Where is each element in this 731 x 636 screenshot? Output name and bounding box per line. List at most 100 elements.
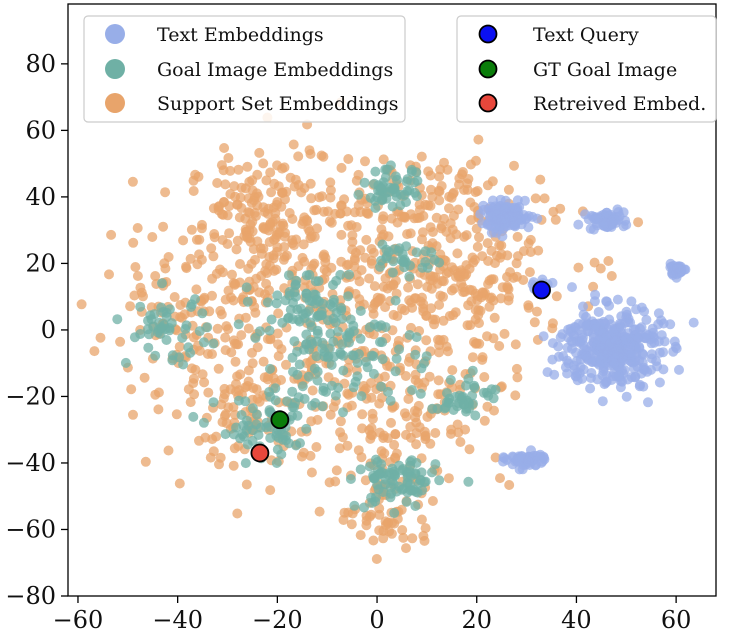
point-support-set-embeddings	[199, 377, 210, 388]
point-goal-image-embeddings	[228, 429, 239, 440]
point-text-embeddings	[509, 202, 520, 213]
point-support-set-embeddings	[366, 429, 377, 440]
point-goal-image-embeddings	[159, 320, 170, 331]
point-goal-image-embeddings	[278, 430, 289, 441]
point-support-set-embeddings	[287, 214, 298, 224]
point-support-set-embeddings	[343, 154, 354, 164]
point-support-set-embeddings	[361, 206, 372, 217]
point-goal-image-embeddings	[301, 423, 312, 434]
point-goal-image-embeddings	[385, 395, 396, 406]
point-support-set-embeddings	[224, 228, 235, 239]
point-support-set-embeddings	[326, 262, 337, 273]
point-support-set-embeddings	[453, 271, 464, 282]
point-goal-image-embeddings	[421, 351, 432, 362]
point-support-set-embeddings	[129, 290, 140, 301]
point-support-set-embeddings	[104, 269, 114, 280]
point-support-set-embeddings	[336, 229, 347, 240]
point-goal-image-embeddings	[174, 352, 185, 363]
point-support-set-embeddings	[306, 467, 317, 478]
point-support-set-embeddings	[416, 151, 427, 162]
point-support-set-embeddings	[470, 187, 481, 198]
point-support-set-embeddings	[465, 320, 476, 331]
point-goal-image-embeddings	[422, 262, 433, 273]
point-goal-image-embeddings	[417, 485, 428, 496]
point-goal-image-embeddings	[411, 191, 422, 202]
point-text-embeddings	[633, 332, 644, 343]
point-support-set-embeddings	[433, 375, 444, 386]
point-goal-image-embeddings	[333, 382, 344, 393]
point-goal-image-embeddings	[352, 371, 363, 382]
point-support-set-embeddings	[396, 211, 407, 222]
point-goal-image-embeddings	[415, 388, 426, 399]
y-tick-label: −60	[5, 515, 56, 543]
point-support-set-embeddings	[270, 213, 281, 224]
point-support-set-embeddings	[209, 229, 220, 239]
point-support-set-embeddings	[230, 356, 241, 367]
legend-marker-support-set-embeddings	[105, 93, 125, 113]
point-goal-image-embeddings	[272, 290, 283, 301]
point-support-set-embeddings	[213, 363, 224, 374]
point-text-embeddings	[680, 264, 691, 275]
point-goal-image-embeddings	[208, 397, 219, 408]
point-support-set-embeddings	[373, 295, 384, 306]
point-goal-image-embeddings	[271, 458, 282, 468]
point-support-set-embeddings	[396, 504, 407, 515]
y-axis: −80 −60 −40 −20 0 20 40 60 80	[5, 50, 68, 610]
point-goal-image-embeddings	[317, 337, 328, 348]
point-support-set-embeddings	[411, 428, 422, 439]
point-support-set-embeddings	[197, 369, 208, 380]
legend-marker-text-embeddings	[105, 24, 125, 44]
legend-label-goal-image-embeddings: Goal Image Embeddings	[157, 59, 393, 81]
point-support-set-embeddings	[106, 229, 117, 240]
point-support-set-embeddings	[132, 271, 143, 281]
point-support-set-embeddings	[525, 247, 536, 257]
point-support-set-embeddings	[264, 285, 274, 296]
point-support-set-embeddings	[494, 240, 505, 251]
point-goal-image-embeddings	[240, 458, 251, 469]
point-support-set-embeddings	[350, 288, 361, 299]
point-support-set-embeddings	[233, 441, 244, 451]
point-support-set-embeddings	[130, 262, 141, 272]
point-support-set-embeddings	[211, 431, 222, 442]
point-support-set-embeddings	[423, 166, 434, 177]
point-goal-image-embeddings	[394, 344, 404, 355]
point-goal-image-embeddings	[411, 458, 422, 468]
point-support-set-embeddings	[247, 175, 258, 186]
point-support-set-embeddings	[511, 363, 522, 374]
point-support-set-embeddings	[412, 213, 423, 224]
point-support-set-embeddings	[185, 253, 196, 264]
point-support-set-embeddings	[397, 525, 408, 535]
point-text-embeddings	[588, 224, 599, 235]
point-support-set-embeddings	[191, 234, 202, 245]
point-goal-image-embeddings	[301, 339, 312, 350]
point-support-set-embeddings	[272, 328, 283, 339]
point-support-set-embeddings	[416, 514, 427, 525]
point-text-embeddings	[577, 373, 587, 384]
point-goal-image-embeddings	[265, 391, 276, 402]
point-support-set-embeddings	[449, 283, 460, 294]
point-goal-image-embeddings	[318, 382, 329, 393]
y-tick-label: 20	[25, 249, 56, 277]
point-text-embeddings	[665, 319, 676, 330]
y-tick-label: 0	[41, 316, 56, 344]
point-goal-image-embeddings	[148, 321, 159, 332]
point-support-set-embeddings	[221, 418, 232, 429]
point-support-set-embeddings	[273, 351, 284, 362]
point-support-set-embeddings	[452, 419, 463, 430]
point-support-set-embeddings	[504, 480, 515, 490]
point-support-set-embeddings	[436, 221, 447, 231]
point-support-set-embeddings	[447, 262, 457, 273]
point-support-set-embeddings	[448, 188, 458, 199]
point-goal-image-embeddings	[381, 251, 392, 262]
point-support-set-embeddings	[307, 385, 318, 396]
point-goal-image-embeddings	[287, 386, 298, 397]
point-text-embeddings	[646, 349, 657, 360]
point-support-set-embeddings	[262, 268, 273, 278]
point-goal-image-embeddings	[135, 329, 146, 339]
point-goal-image-embeddings	[208, 338, 219, 349]
point-support-set-embeddings	[135, 282, 146, 293]
point-support-set-embeddings	[247, 185, 258, 196]
point-support-set-embeddings	[351, 270, 362, 280]
point-goal-image-embeddings	[242, 296, 253, 307]
